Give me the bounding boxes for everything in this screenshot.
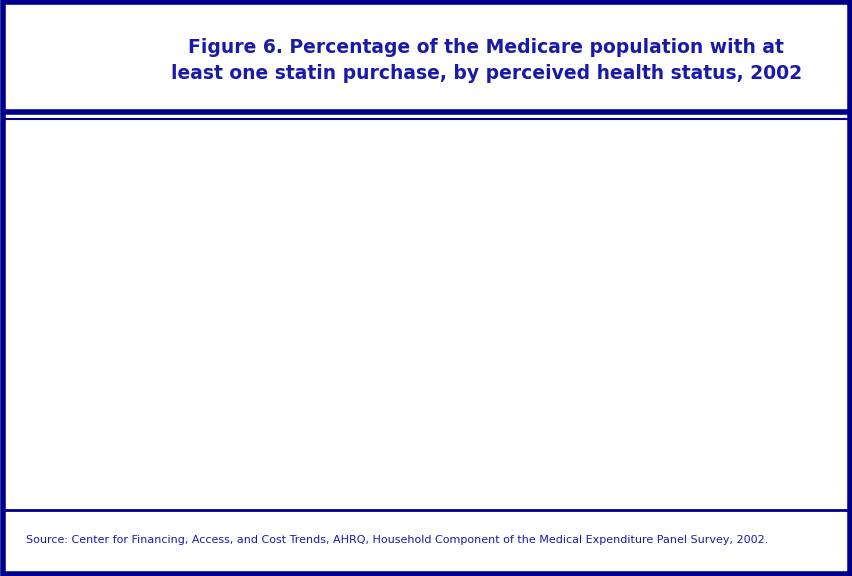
Text: Advancing
Excellence in
Health Care: Advancing Excellence in Health Care <box>67 67 118 97</box>
Bar <box>405 226 498 461</box>
Bar <box>199 300 291 461</box>
Text: AHRQ: AHRQ <box>61 40 124 59</box>
Text: 20.0: 20.0 <box>227 280 264 295</box>
Text: 27.3: 27.3 <box>639 221 676 236</box>
Text: Source: Center for Financing, Access, and Cost Trends, AHRQ, Household Component: Source: Center for Financing, Access, an… <box>26 535 767 545</box>
Text: Figure 6. Percentage of the Medicare population with at
least one statin purchas: Figure 6. Percentage of the Medicare pop… <box>170 38 801 83</box>
Bar <box>612 241 705 461</box>
Text: 29.1: 29.1 <box>433 206 470 221</box>
Y-axis label: Percent: Percent <box>55 263 73 336</box>
